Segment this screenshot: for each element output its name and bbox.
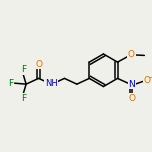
Text: F: F bbox=[8, 79, 13, 88]
Text: O: O bbox=[35, 60, 42, 69]
Text: O: O bbox=[143, 76, 150, 85]
Text: NH: NH bbox=[45, 79, 57, 88]
Text: O: O bbox=[128, 50, 135, 59]
Text: F: F bbox=[21, 65, 26, 74]
Text: F: F bbox=[21, 94, 26, 103]
Text: O: O bbox=[128, 94, 135, 103]
Text: −: − bbox=[147, 73, 152, 82]
Text: N: N bbox=[128, 80, 135, 89]
